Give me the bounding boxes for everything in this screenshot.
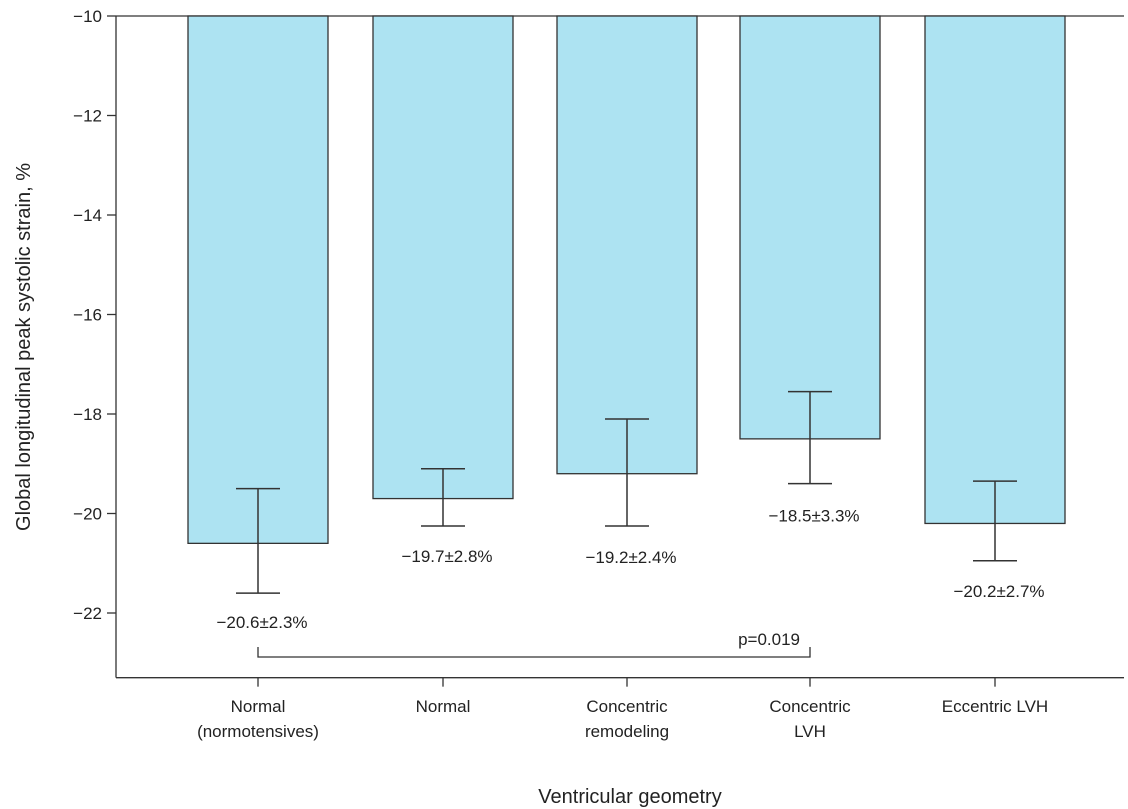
data-label: −20.6±2.3% — [216, 613, 307, 632]
y-tick-label: −16 — [73, 306, 102, 325]
x-axis-title: Ventricular geometry — [538, 786, 721, 808]
y-tick-label: −18 — [73, 405, 102, 424]
bars — [187, 15, 1066, 544]
x-tick-label: Normal — [416, 697, 471, 716]
y-tick-label: −10 — [73, 7, 102, 26]
significance-line — [257, 647, 811, 658]
y-tick-label: −20 — [73, 505, 102, 524]
x-tick-label: Eccentric LVH — [942, 697, 1048, 716]
y-tick-label: −12 — [73, 107, 102, 126]
bar — [739, 15, 881, 440]
data-label: −19.7±2.8% — [401, 547, 492, 566]
bar — [372, 15, 514, 500]
y-tick-label: −22 — [73, 604, 102, 623]
x-tick-label: Concentric remodeling — [585, 697, 669, 741]
data-label: −20.2±2.7% — [953, 582, 1044, 601]
x-tick-label: Concentric LVH — [769, 697, 851, 741]
y-axis-title: Global longitudinal peak systolic strain… — [13, 163, 35, 531]
data-labels: −20.6±2.3% −19.7±2.8% −19.2±2.4% −18.5±3.3%… — [216, 507, 1044, 632]
axes: −10 −12 −14 −16 −18 −20 −22 Normal (normotensive… — [73, 7, 1124, 741]
x-tick-label: Normal (normotensives) — [197, 697, 319, 741]
bar — [556, 15, 698, 475]
significance-bracket: p=0.019 — [257, 630, 811, 658]
error-bars — [236, 390, 1017, 594]
data-label: −19.2±2.4% — [585, 548, 676, 567]
bar — [187, 15, 329, 544]
bar — [924, 15, 1066, 525]
data-label: −18.5±3.3% — [768, 507, 859, 526]
significance-label: p=0.019 — [738, 630, 800, 649]
y-tick-label: −14 — [73, 206, 102, 225]
